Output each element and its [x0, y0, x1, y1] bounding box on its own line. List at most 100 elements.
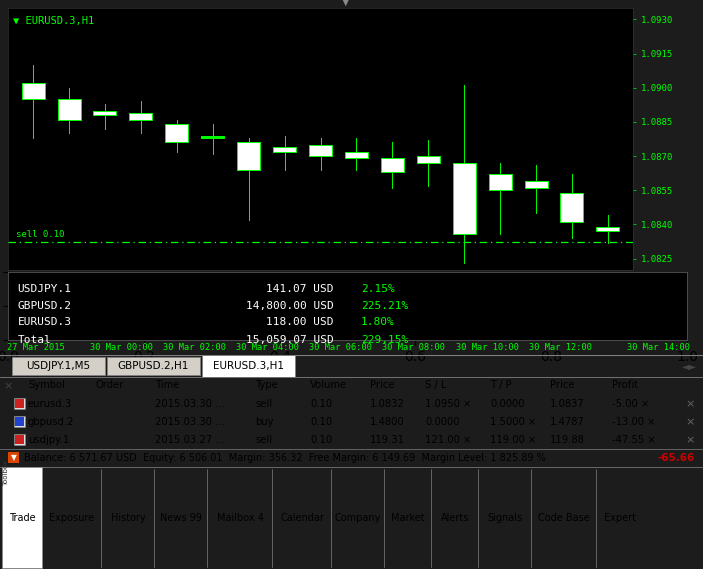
Text: 0.10: 0.10 [310, 417, 332, 427]
Bar [524, 181, 548, 188]
Text: 30 Mar 04:00: 30 Mar 04:00 [236, 343, 299, 352]
Text: -5.00 ×: -5.00 × [612, 399, 650, 409]
Bar [14, 416, 25, 427]
Text: gbpusd.2: gbpusd.2 [28, 417, 75, 427]
Text: 1.0950 ×: 1.0950 × [425, 399, 472, 409]
Text: Symbol: Symbol [28, 380, 65, 390]
Text: 1.4800: 1.4800 [370, 417, 405, 427]
Text: 0.10: 0.10 [310, 435, 332, 445]
Text: 30 Mar 10:00: 30 Mar 10:00 [456, 343, 519, 352]
Text: -13.00 ×: -13.00 × [612, 417, 655, 427]
Bar [596, 226, 619, 231]
Text: EURUSD.3,H1: EURUSD.3,H1 [213, 361, 284, 371]
Text: Mailbox 4: Mailbox 4 [217, 513, 264, 523]
Text: Total: Total [18, 335, 51, 345]
Text: 1.0832: 1.0832 [370, 399, 405, 409]
Bar [345, 151, 368, 158]
Text: 14,800.00 USD: 14,800.00 USD [246, 300, 334, 311]
Text: sell: sell [255, 399, 272, 409]
Text: Price: Price [370, 380, 394, 390]
Text: Time: Time [155, 380, 179, 390]
Text: EURUSD.3: EURUSD.3 [18, 317, 72, 327]
Bar [58, 99, 81, 119]
Text: ▼: ▼ [342, 0, 349, 7]
Text: usdjpy.1: usdjpy.1 [28, 435, 70, 445]
Text: T / P: T / P [490, 380, 512, 390]
Text: 2015.03.30 ...: 2015.03.30 ... [155, 399, 225, 409]
Text: 0.0000: 0.0000 [490, 399, 524, 409]
Text: 2015.03.27 ...: 2015.03.27 ... [155, 435, 225, 445]
Text: 15,059.07 USD: 15,059.07 USD [246, 335, 334, 345]
Text: Volume: Volume [310, 380, 347, 390]
Text: Order: Order [95, 380, 123, 390]
Text: -47.55 ×: -47.55 × [612, 435, 656, 445]
Bar [15, 435, 24, 444]
Text: Alerts: Alerts [441, 513, 469, 523]
Text: 118.00 USD: 118.00 USD [266, 317, 334, 327]
Text: Exposure: Exposure [49, 513, 95, 523]
Text: History: History [110, 513, 146, 523]
Text: 30 Mar 06:00: 30 Mar 06:00 [309, 343, 373, 352]
Text: 119.31: 119.31 [370, 435, 405, 445]
Bar [12, 357, 105, 375]
Text: buy: buy [255, 417, 273, 427]
Text: ×: × [4, 381, 13, 391]
Text: 1.4787: 1.4787 [550, 417, 585, 427]
Text: Expert: Expert [604, 513, 636, 523]
Text: ◄►: ◄► [681, 361, 697, 371]
Text: 30 Mar 12:00: 30 Mar 12:00 [529, 343, 592, 352]
Bar [14, 434, 25, 445]
Text: -65.66: -65.66 [658, 453, 695, 463]
Text: Code Base: Code Base [538, 513, 590, 523]
Text: 2.15%: 2.15% [361, 284, 395, 294]
Text: Market: Market [391, 513, 425, 523]
Text: Trade: Trade [8, 513, 35, 523]
Text: ▼ EURUSD.3,H1: ▼ EURUSD.3,H1 [13, 16, 94, 26]
Bar [2, 467, 42, 568]
Text: 225.21%: 225.21% [361, 300, 408, 311]
Text: USDJPY.1,M5: USDJPY.1,M5 [27, 361, 91, 371]
Text: 121.00 ×: 121.00 × [425, 435, 472, 445]
Text: 27 Mar 2015: 27 Mar 2015 [7, 343, 65, 352]
Text: USDJPY.1: USDJPY.1 [18, 284, 72, 294]
Bar [237, 142, 260, 170]
Text: 1.0837: 1.0837 [550, 399, 585, 409]
Bar [453, 163, 476, 233]
Text: Company: Company [335, 513, 381, 523]
Bar [129, 113, 153, 119]
Text: 1.5000 ×: 1.5000 × [490, 417, 536, 427]
Bar [201, 135, 224, 138]
Text: Type: Type [255, 380, 278, 390]
Text: sell: sell [255, 435, 272, 445]
Text: News 99: News 99 [160, 513, 202, 523]
Bar [107, 357, 200, 375]
Text: eurusd.3: eurusd.3 [28, 399, 72, 409]
Text: sell 0.10: sell 0.10 [15, 230, 64, 239]
Text: 30 Mar 14:00: 30 Mar 14:00 [627, 343, 690, 352]
Text: ▼: ▼ [11, 453, 16, 463]
Text: Calendar: Calendar [280, 513, 324, 523]
Text: 30 Mar 02:00: 30 Mar 02:00 [163, 343, 226, 352]
Text: 141.07 USD: 141.07 USD [266, 284, 334, 294]
Text: Balance: 6 571.67 USD  Equity: 6 506.01  Margin: 356.32  Free Margin: 6 149.69  : Balance: 6 571.67 USD Equity: 6 506.01 M… [24, 453, 546, 463]
Text: ×: × [685, 417, 695, 427]
Bar [417, 156, 440, 163]
Bar [15, 399, 24, 408]
Bar [14, 398, 25, 409]
Text: GBPUSD.2,H1: GBPUSD.2,H1 [118, 361, 189, 371]
Bar [560, 192, 583, 222]
Text: S / L: S / L [425, 380, 446, 390]
Bar [273, 147, 296, 151]
Text: Profit: Profit [612, 380, 638, 390]
Bar [8, 452, 19, 463]
Text: 0.10: 0.10 [310, 399, 332, 409]
Text: Toolbox: Toolbox [3, 460, 9, 486]
Text: GBPUSD.2: GBPUSD.2 [18, 300, 72, 311]
Text: 119.00 ×: 119.00 × [490, 435, 536, 445]
Bar [15, 417, 24, 426]
Text: ×: × [685, 399, 695, 409]
Bar [93, 110, 117, 115]
Bar [381, 158, 404, 172]
Text: Signals: Signals [487, 513, 522, 523]
Text: 119.88: 119.88 [550, 435, 585, 445]
